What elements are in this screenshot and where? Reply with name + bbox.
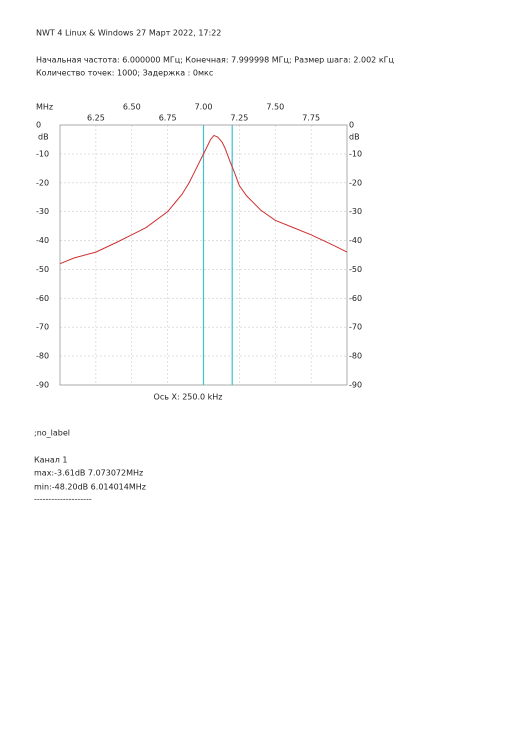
min: min:-48.20dB 6.014014MHz — [34, 483, 146, 492]
header-points: Количество точек: 1000; Задержка : 0мкс — [36, 69, 213, 78]
y-tick-label: -80 — [36, 352, 49, 361]
y-tick-label: -20 — [349, 178, 362, 187]
y-tick-label: -30 — [349, 207, 362, 216]
y-tick-label: -10 — [349, 149, 362, 158]
y-tick-label: -60 — [36, 294, 49, 303]
x-tick-label: 6.75 — [159, 114, 177, 123]
x-tick-label: 7.75 — [302, 114, 320, 123]
y-tick-label: -50 — [349, 265, 362, 274]
x-tick-label: 7.00 — [195, 103, 213, 112]
y-tick-label: -40 — [36, 236, 49, 245]
y-unit-left: dB — [38, 133, 49, 142]
y-tick-label: -50 — [36, 265, 49, 274]
y-tick-label: 0 — [349, 121, 354, 130]
y-tick-label: -70 — [349, 323, 362, 332]
footer-label: ;no_label — [34, 429, 70, 438]
y-tick-label: -10 — [36, 149, 49, 158]
x-unit: MHz — [36, 103, 53, 112]
y-tick-label: 0 — [36, 121, 41, 130]
x-axis-label: Ось X: 250.0 kHz — [154, 393, 223, 402]
y-tick-label: -90 — [36, 381, 49, 390]
y-tick-label: -30 — [36, 207, 49, 216]
x-tick-label: 7.25 — [230, 114, 248, 123]
channel: Канал 1 — [34, 456, 67, 465]
y-unit-right: dB — [349, 133, 360, 142]
header-title: NWT 4 Linux & Windows 27 Март 2022, 17:2… — [36, 29, 221, 38]
rule: -------------------- — [34, 495, 92, 504]
header-params: Начальная частота: 6.000000 МГц; Конечна… — [36, 56, 395, 65]
y-tick-label: -70 — [36, 323, 49, 332]
max: max:-3.61dB 7.073072MHz — [34, 469, 143, 478]
x-tick-label: 6.25 — [87, 114, 105, 123]
x-tick-label: 6.50 — [123, 103, 141, 112]
y-tick-label: -60 — [349, 294, 362, 303]
y-tick-label: -90 — [349, 381, 362, 390]
y-tick-label: -40 — [349, 236, 362, 245]
trace — [59, 134, 348, 265]
x-tick-label: 7.50 — [266, 103, 284, 112]
y-tick-label: -20 — [36, 178, 49, 187]
y-tick-label: -80 — [349, 352, 362, 361]
